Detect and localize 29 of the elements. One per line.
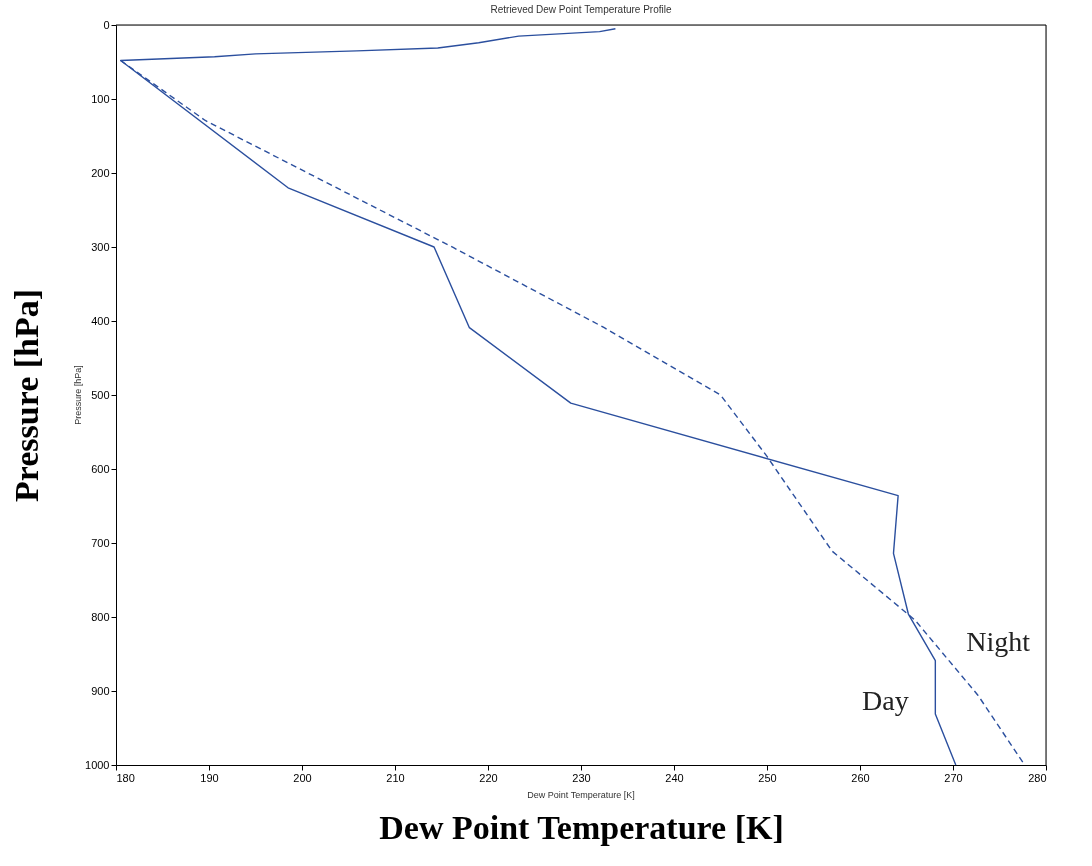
text: Dew Point Temperature [K]: [527, 790, 635, 800]
x-tick-label: 190: [200, 771, 219, 784]
y-tick-label: 100: [91, 92, 110, 105]
y-tick-label: 0: [103, 18, 110, 31]
x-axis-title: Dew Point Temperature [K]: [379, 808, 784, 846]
x-tick-label: 200: [293, 771, 312, 784]
y-tick-label: 900: [91, 684, 110, 697]
y-tick-label: 400: [91, 314, 110, 327]
chart-title: Retrieved Dew Point Temperature Profile: [490, 4, 672, 15]
x-tick-label: 220: [479, 771, 498, 784]
text: Pressure [hPa]: [73, 365, 83, 425]
series-label: Night: [966, 626, 1031, 658]
y-tick-label: 300: [91, 240, 110, 253]
series-label: Day: [862, 684, 909, 716]
y-tick-label: 700: [91, 536, 110, 549]
y-tick-label: 500: [91, 388, 110, 401]
x-tick-label: 270: [944, 771, 963, 784]
x-tick-label: 210: [386, 771, 405, 784]
x-tick-label: 240: [665, 771, 684, 784]
y-tick-label: 1000: [85, 758, 110, 771]
x-tick-label: 280: [1028, 771, 1047, 784]
x-tick-label: 180: [116, 771, 135, 784]
y-axis-title: Pressure [hPa]: [8, 288, 46, 503]
x-tick-label: 230: [572, 771, 591, 784]
y-tick-label: 800: [91, 610, 110, 623]
x-tick-label: 260: [851, 771, 870, 784]
y-tick-label: 200: [91, 166, 110, 179]
x-tick-label: 250: [758, 771, 777, 784]
y-tick-label: 600: [91, 462, 110, 475]
